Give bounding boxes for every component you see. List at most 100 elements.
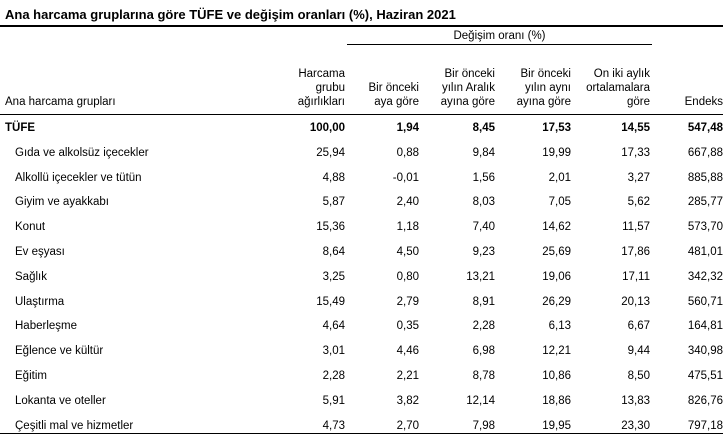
bottom-rule — [0, 433, 723, 434]
cell-value: 7,98 — [472, 419, 495, 432]
row-label: Çeşitli mal ve hizmetler — [15, 419, 134, 432]
cell-value: 667,88 — [687, 146, 723, 159]
row-label: Lokanta ve oteller — [15, 394, 106, 407]
cell-value: 475,51 — [687, 369, 723, 382]
column-header-ytd: Bir önceki yılın Aralık ayına göre — [440, 68, 495, 108]
cell-value: 5,62 — [627, 196, 650, 209]
cell-value: 481,01 — [687, 245, 723, 258]
cell-value: 1,18 — [396, 221, 419, 234]
row-label: Ulaştırma — [15, 295, 65, 308]
cell-value: 2,79 — [396, 295, 419, 308]
cell-value: 3,82 — [396, 394, 419, 407]
cell-value: 547,48 — [687, 122, 723, 134]
cell-value: 164,81 — [687, 320, 723, 333]
cell-value: 17,53 — [542, 122, 571, 134]
cell-value: 2,21 — [396, 369, 419, 382]
cell-value: 25,94 — [316, 146, 345, 159]
cell-value: -0,01 — [392, 171, 419, 184]
cell-value: 15,49 — [316, 295, 345, 308]
cell-value: 19,95 — [542, 419, 571, 432]
cell-value: 0,88 — [396, 146, 419, 159]
table-row: Eğlence ve kültür 3,01 4,46 6,98 12,21 9,44 34… — [0, 341, 726, 366]
cell-value: 5,87 — [322, 196, 345, 209]
table-row: TÜFE 100,00 1,94 8,45 17,53 14,55 547,48 — [0, 118, 726, 143]
table-row: Sağlık 3,25 0,80 13,21 19,06 17,11 342,32 — [0, 267, 726, 292]
cell-value: 573,70 — [687, 221, 723, 234]
cell-value: 17,86 — [621, 245, 650, 258]
cell-value: 3,25 — [322, 270, 345, 283]
cell-value: 1,94 — [396, 122, 419, 134]
cell-value: 100,00 — [309, 122, 345, 134]
cell-value: 17,11 — [622, 270, 650, 283]
cell-value: 19,99 — [542, 146, 571, 159]
cell-value: 8,78 — [472, 369, 495, 382]
cell-value: 8,91 — [472, 295, 495, 308]
cell-value: 5,91 — [322, 394, 345, 407]
table-row: Lokanta ve oteller 5,91 3,82 12,14 18,86 13,8… — [0, 391, 726, 416]
cell-value: 3,01 — [322, 345, 345, 358]
cell-value: 797,18 — [687, 419, 723, 432]
cell-value: 2,28 — [322, 369, 345, 382]
row-label: Giyim ve ayakkabı — [15, 196, 109, 209]
cell-value: 6,13 — [548, 320, 571, 333]
cell-value: 13,83 — [621, 394, 650, 407]
cell-value: 0,35 — [396, 320, 419, 333]
cell-value: 17,33 — [621, 146, 650, 159]
cell-value: 6,98 — [472, 345, 495, 358]
column-header-index: Endeks — [684, 96, 723, 108]
cell-value: 13,21 — [466, 270, 495, 283]
cell-value: 25,69 — [542, 245, 571, 258]
cell-value: 14,62 — [542, 221, 571, 234]
cell-value: 26,29 — [542, 295, 571, 308]
row-label: Konut — [15, 221, 46, 234]
column-header-group-name: Ana harcama grupları — [5, 96, 116, 108]
table-row: Alkollü içecekler ve tütün 4,88 -0,01 1,56 2… — [0, 168, 726, 193]
table-row: Ulaştırma 15,49 2,79 8,91 26,29 20,13 560,71 — [0, 292, 726, 317]
column-header-monthly: Bir önceki aya göre — [368, 82, 420, 108]
cell-value: 10,86 — [542, 369, 571, 382]
table-title: Ana harcama gruplarına göre TÜFE ve deği… — [5, 7, 456, 22]
cell-value: 18,86 — [542, 394, 571, 407]
change-rate-group-header: Değişim oranı (%) — [453, 30, 546, 42]
table-row: Ev eşyası 8,64 4,50 9,23 25,69 17,86 481,01 — [0, 242, 726, 267]
cell-value: 8,03 — [472, 196, 495, 209]
table-row: Haberleşme 4,64 0,35 2,28 6,13 6,67 164,81 — [0, 316, 726, 341]
cell-value: 340,98 — [687, 345, 723, 358]
cell-value: 14,55 — [621, 122, 650, 134]
row-label: Eğitim — [15, 369, 47, 382]
column-header-weights: Harcama grubu ağırlıkları — [297, 68, 345, 108]
row-label: Haberleşme — [15, 320, 77, 333]
cell-value: 8,45 — [472, 122, 495, 134]
top-rule — [0, 25, 723, 27]
cell-value: 9,44 — [627, 345, 650, 358]
table-row: Giyim ve ayakkabı 5,87 2,40 8,03 7,05 5,62 285… — [0, 192, 726, 217]
cell-value: 2,40 — [396, 196, 419, 209]
row-label: Gıda ve alkolsüz içecekler — [15, 146, 149, 159]
cell-value: 19,06 — [542, 270, 571, 283]
cell-value: 2,01 — [548, 171, 571, 184]
row-label: Alkollü içecekler ve tütün — [15, 171, 142, 184]
cell-value: 2,70 — [396, 419, 419, 432]
column-header-yoy: Bir önceki yılın aynı ayına göre — [516, 68, 571, 108]
cell-value: 11,57 — [622, 221, 650, 234]
cell-value: 4,64 — [322, 320, 345, 333]
table-row: Konut 15,36 1,18 7,40 14,62 11,57 573,70 — [0, 217, 726, 242]
cell-value: 9,84 — [472, 146, 495, 159]
cell-value: 23,30 — [621, 419, 650, 432]
cell-value: 2,28 — [472, 320, 495, 333]
group-header-underline — [347, 44, 652, 45]
cell-value: 12,21 — [542, 345, 571, 358]
cell-value: 4,50 — [396, 245, 419, 258]
cell-value: 15,36 — [316, 221, 345, 234]
cell-value: 20,13 — [621, 295, 650, 308]
cell-value: 826,76 — [687, 394, 723, 407]
row-label: Sağlık — [15, 270, 47, 283]
table-row: Eğitim 2,28 2,21 8,78 10,86 8,50 475,51 — [0, 366, 726, 391]
cell-value: 7,05 — [548, 196, 571, 209]
cell-value: 4,88 — [322, 171, 345, 184]
cell-value: 1,56 — [472, 171, 495, 184]
cell-value: 885,88 — [687, 171, 723, 184]
cell-value: 9,23 — [472, 245, 495, 258]
table-row: Çeşitli mal ve hizmetler 4,73 2,70 7,98 19,9… — [0, 416, 726, 440]
cell-value: 3,27 — [627, 171, 650, 184]
